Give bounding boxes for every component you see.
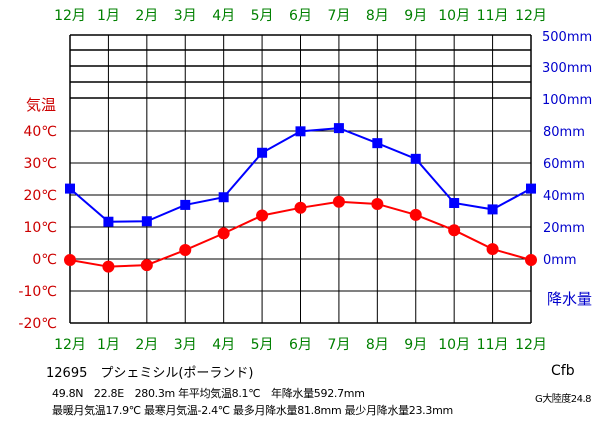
month-label: 10月 — [438, 8, 470, 24]
month-label: 11月 — [477, 8, 509, 24]
temp-point — [256, 209, 269, 222]
month-label: 12月 — [515, 337, 547, 353]
precip-tick-label: 300mm — [542, 61, 592, 76]
month-label: 4月 — [212, 8, 235, 24]
month-label: 5月 — [251, 337, 274, 353]
month-label: 1月 — [97, 8, 120, 24]
station-name: 12695 プシェミシル(ポーランド) — [46, 366, 254, 381]
chart-series — [64, 123, 537, 273]
station-extremes: 最暖月気温17.9℃ 最寒月気温-2.4℃ 最多月降水量81.8mm 最少月降水… — [52, 404, 453, 417]
temp-tick-label: 20℃ — [23, 188, 57, 204]
temp-point — [64, 253, 76, 266]
precip-axis-title: 降水量 — [547, 290, 592, 308]
month-label: 1月 — [97, 337, 120, 353]
precip-tick-label: 0mm — [543, 253, 577, 268]
month-label: 6月 — [289, 337, 312, 353]
month-label: 12月 — [54, 337, 86, 353]
month-label: 11月 — [477, 337, 509, 353]
month-label: 12月 — [54, 8, 86, 24]
month-label: 10月 — [438, 337, 470, 353]
temp-tick-label: 10℃ — [23, 220, 57, 236]
month-label: 7月 — [327, 337, 350, 353]
temp-tick-label: 0℃ — [32, 252, 57, 268]
precip-point — [103, 216, 114, 227]
precip-point — [141, 216, 152, 227]
climate-chart: 12月 12月 1月 1月 2月 2月 3月 3月 4月 4月 5月 5月 6月 6月 7月 7月 8月 8月 9月… — [18, 8, 592, 353]
month-label: 8月 — [366, 8, 389, 24]
temp-point — [140, 259, 153, 272]
month-label: 7月 — [327, 8, 350, 24]
precip-point — [333, 123, 344, 134]
precip-point — [487, 204, 498, 215]
temp-point — [102, 260, 115, 273]
temp-point — [409, 208, 422, 221]
precip-point — [295, 126, 306, 137]
precip-tick-label: 60mm — [543, 157, 585, 172]
chart-grid — [69, 34, 532, 324]
axis-labels: 12月 12月 1月 1月 2月 2月 3月 3月 4月 4月 5月 5月 6月 6月 7月 7月 8月 8月 9月… — [18, 8, 592, 353]
precip-tick-label: 500mm — [542, 30, 592, 45]
temp-point — [217, 227, 230, 240]
month-label: 2月 — [135, 337, 158, 353]
precip-tick-label: 100mm — [542, 93, 592, 108]
climate-class: Cfb — [551, 363, 575, 379]
month-label: 9月 — [404, 8, 427, 24]
precip-point — [257, 147, 268, 158]
month-label: 8月 — [366, 337, 389, 353]
precip-point — [65, 183, 75, 194]
temp-point — [486, 243, 499, 256]
precip-point — [410, 153, 421, 164]
month-label: 9月 — [404, 337, 427, 353]
precip-tick-label: 20mm — [543, 221, 585, 236]
temp-point — [525, 253, 537, 266]
temp-tick-label: -10℃ — [18, 284, 57, 300]
month-label: 4月 — [212, 337, 235, 353]
month-label: 12月 — [515, 8, 547, 24]
precip-point — [180, 199, 191, 210]
month-label: 6月 — [289, 8, 312, 24]
temp-tick-label: -20℃ — [18, 316, 57, 332]
precip-point — [372, 138, 383, 149]
temp-axis-title: 気温 — [26, 96, 56, 114]
continentality-index: G大陸度24.8 — [535, 394, 592, 405]
precip-point — [449, 198, 460, 208]
precip-tick-label: 80mm — [543, 125, 585, 140]
month-label: 3月 — [174, 337, 197, 353]
station-summary: 49.8N 22.8E 280.3m 年平均気温8.1℃ 年降水量592.7mm — [52, 387, 365, 400]
temp-point — [294, 201, 307, 214]
temp-point — [448, 224, 461, 237]
month-label: 3月 — [174, 8, 197, 24]
temp-point — [179, 244, 192, 257]
precip-point — [218, 192, 229, 203]
temp-point — [332, 195, 345, 208]
temp-point — [371, 197, 384, 210]
precip-tick-label: 40mm — [543, 189, 585, 204]
temp-tick-label: 40℃ — [23, 124, 57, 140]
month-label: 5月 — [251, 8, 274, 24]
precip-point — [526, 183, 536, 194]
temp-tick-label: 30℃ — [23, 156, 57, 172]
month-label: 2月 — [135, 8, 158, 24]
